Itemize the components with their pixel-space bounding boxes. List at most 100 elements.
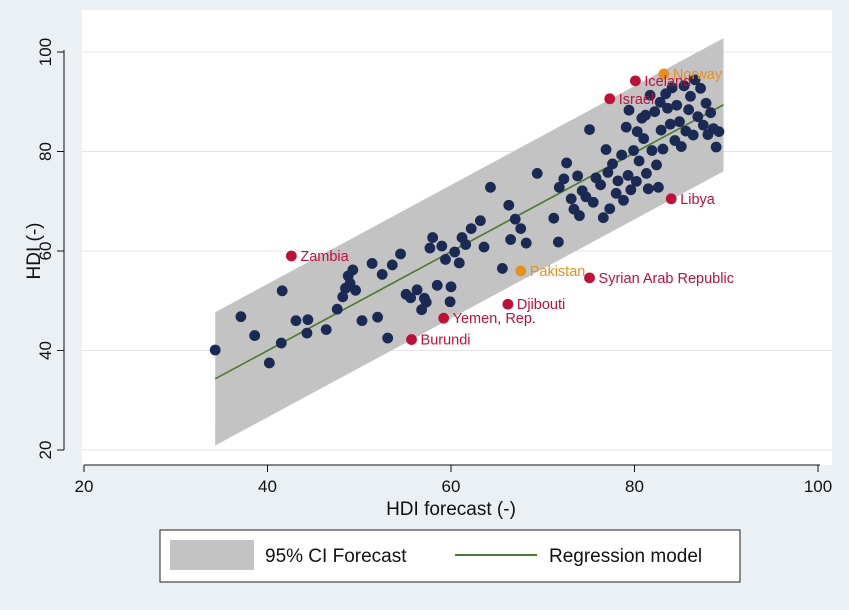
data-point: [675, 141, 687, 152]
data-point: [622, 169, 634, 181]
data-point: [607, 158, 618, 170]
y-tick-label-20: 20: [36, 441, 55, 460]
data-point: [485, 181, 496, 193]
y-tick-label-80: 80: [36, 142, 55, 161]
y-tick-label-60: 60: [36, 242, 55, 261]
point-label-yemen-rep-: Yemen, Rep.: [453, 311, 536, 327]
points-layer: [209, 68, 725, 369]
x-tick-label-80: 80: [625, 477, 644, 496]
point-label-zambia: Zambia: [300, 249, 349, 265]
data-point: [618, 194, 629, 206]
data-point: [580, 191, 592, 203]
data-point: [440, 254, 451, 265]
data-point: [662, 102, 673, 114]
data-point: [424, 242, 436, 254]
data-point: [320, 324, 332, 336]
data-point: [572, 170, 584, 182]
data-point: [405, 292, 417, 304]
y-tick-label-40: 40: [36, 341, 55, 360]
data-point: [678, 80, 690, 92]
data-point: [552, 236, 564, 248]
data-point: [610, 187, 622, 199]
highlight-point-norway: [658, 68, 670, 80]
data-point: [666, 82, 678, 94]
highlight-point-israel: [604, 93, 616, 105]
data-point: [685, 90, 696, 102]
highlight-point-yemen-rep-: [438, 312, 450, 324]
data-point: [366, 258, 378, 269]
legend-label-ci: 95% CI Forecast: [265, 546, 407, 567]
data-point: [600, 144, 612, 155]
data-point: [620, 121, 632, 133]
data-point: [503, 199, 515, 211]
data-point: [331, 303, 343, 315]
data-point: [628, 145, 639, 156]
data-point: [587, 196, 599, 208]
data-point: [276, 285, 288, 297]
data-point: [713, 126, 725, 137]
highlight-point-zambia: [285, 250, 297, 262]
x-axis-title: HDI forecast (-): [386, 499, 516, 520]
data-point: [697, 119, 709, 131]
point-label-syrian-arab-republic: Syrian Arab Republic: [599, 271, 734, 287]
point-label-libya: Libya: [680, 192, 716, 208]
data-point: [509, 213, 521, 225]
data-point: [664, 118, 676, 130]
data-point: [395, 248, 406, 260]
data-point: [372, 311, 383, 323]
data-point: [641, 167, 652, 179]
data-point: [263, 357, 275, 369]
legend-box: [159, 529, 741, 583]
point-label-pakistan: Pakistan: [530, 264, 586, 280]
data-point: [597, 212, 609, 224]
data-point: [411, 284, 423, 296]
data-point: [692, 111, 704, 123]
data-point: [465, 223, 477, 235]
data-point: [584, 124, 595, 136]
highlight-point-iceland: [630, 75, 641, 87]
data-point: [275, 337, 287, 349]
x-tick-label-100: 100: [804, 477, 832, 496]
data-point: [558, 173, 570, 185]
point-label-norway: Norway: [673, 67, 723, 83]
data-point: [249, 330, 261, 341]
data-point: [630, 175, 642, 187]
data-point: [478, 241, 490, 253]
data-point: [474, 215, 486, 227]
data-point: [646, 145, 658, 156]
legend-swatch-ci-band: [170, 540, 254, 570]
highlight-point-syrian-arab-republic: [584, 272, 595, 284]
data-point: [625, 184, 637, 196]
point-label-djibouti: Djibouti: [517, 297, 565, 313]
data-point: [420, 296, 432, 308]
data-point: [520, 237, 532, 249]
data-point: [657, 143, 669, 155]
data-point: [640, 109, 651, 121]
data-point: [689, 74, 701, 86]
data-point: [337, 291, 349, 303]
data-point: [553, 181, 565, 193]
data-point: [710, 141, 722, 153]
highlight-point-djibouti: [502, 298, 514, 310]
data-point: [531, 167, 543, 179]
point-label-burundi: Burundi: [421, 333, 471, 349]
data-point: [382, 332, 394, 344]
point-label-israel: Israel: [619, 92, 654, 108]
data-point: [356, 315, 368, 327]
data-point: [301, 327, 313, 339]
data-point: [654, 96, 666, 108]
data-point: [687, 129, 699, 141]
data-point: [290, 315, 302, 327]
data-point: [695, 82, 706, 94]
data-point: [604, 203, 616, 215]
data-point: [386, 259, 398, 271]
data-point: [633, 155, 645, 167]
x-tick-label-60: 60: [442, 477, 461, 496]
data-point: [496, 263, 508, 274]
data-point: [209, 344, 221, 356]
data-point: [683, 104, 695, 116]
data-point: [565, 193, 577, 205]
data-point: [651, 159, 662, 171]
data-point: [444, 296, 456, 308]
